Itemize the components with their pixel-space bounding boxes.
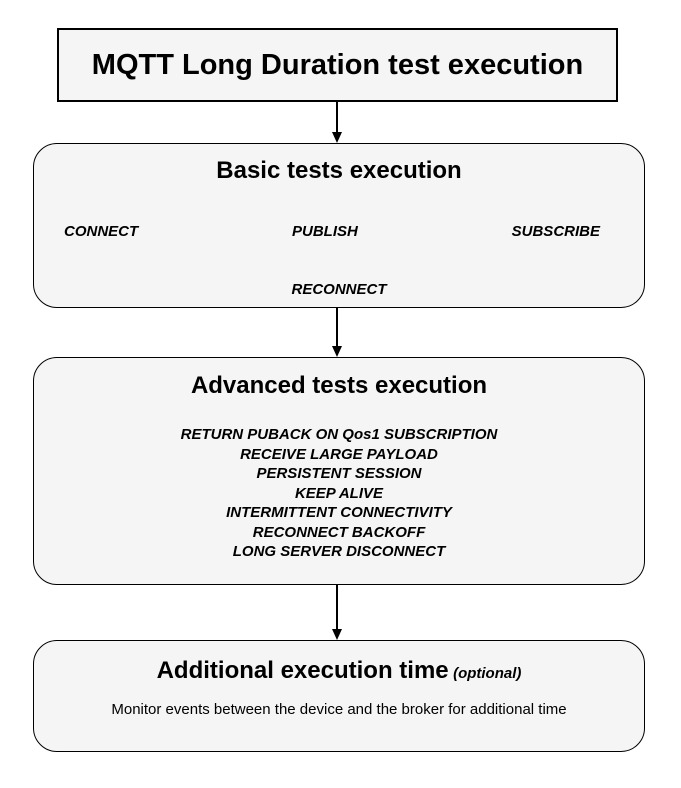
node-mqtt-long-duration-label: MQTT Long Duration test execution — [91, 48, 584, 81]
additional-time-optional-label: (optional) — [453, 665, 522, 682]
node-additional-execution-time: Additional execution time (optional) Mon… — [33, 640, 645, 752]
basic-tests-row: CONNECT PUBLISH SUBSCRIBE — [34, 223, 644, 240]
basic-item-reconnect: RECONNECT — [291, 281, 387, 298]
additional-time-title: Additional execution time — [156, 657, 449, 684]
advanced-tests-title: Advanced tests execution — [190, 372, 488, 399]
node-basic-tests: Basic tests execution CONNECT PUBLISH SU… — [33, 143, 645, 308]
arrow-down-1 — [331, 102, 343, 143]
advanced-item-reconnect-backoff: RECONNECT BACKOFF — [252, 523, 426, 541]
arrow-head-icon — [331, 132, 342, 143]
node-mqtt-long-duration: MQTT Long Duration test execution — [57, 28, 618, 102]
advanced-item-intermittent-connectivity: INTERMITTENT CONNECTIVITY — [226, 504, 452, 521]
basic-item-connect: CONNECT — [64, 223, 139, 240]
node-advanced-tests: Advanced tests execution RETURN PUBACK O… — [33, 357, 645, 585]
arrow-head-icon — [331, 346, 342, 357]
advanced-item-long-server-disconnect: LONG SERVER DISCONNECT — [232, 543, 446, 560]
basic-item-publish: PUBLISH — [291, 223, 358, 240]
basic-item-subscribe: SUBSCRIBE — [511, 223, 600, 240]
advanced-item-keep-alive: KEEP ALIVE — [294, 484, 384, 502]
arrow-down-3 — [331, 585, 343, 640]
arrow-head-icon — [331, 629, 342, 640]
basic-tests-title: Basic tests execution — [216, 157, 462, 184]
arrow-line — [336, 308, 338, 346]
arrow-down-2 — [331, 308, 343, 357]
additional-time-description: Monitor events between the device and th… — [111, 701, 567, 718]
additional-time-heading: Additional execution time (optional) — [34, 657, 644, 685]
arrow-line — [336, 585, 338, 629]
advanced-item-receive-large-payload: RECEIVE LARGE PAYLOAD — [240, 445, 438, 463]
advanced-item-return-puback: RETURN PUBACK ON Qos1 SUBSCRIPTION — [180, 426, 498, 443]
advanced-item-persistent-session: PERSISTENT SESSION — [256, 465, 422, 482]
advanced-tests-list: RETURN PUBACK ON Qos1 SUBSCRIPTION RECEI… — [34, 425, 644, 562]
arrow-line — [336, 102, 338, 132]
